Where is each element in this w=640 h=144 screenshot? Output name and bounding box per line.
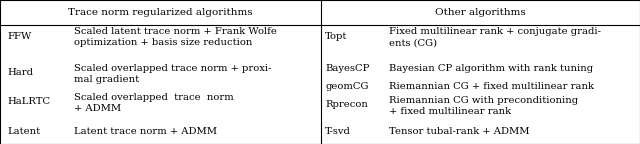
Text: Trace norm regularized algorithms: Trace norm regularized algorithms <box>68 8 253 17</box>
Text: Bayesian CP algorithm with rank tuning: Bayesian CP algorithm with rank tuning <box>389 64 593 73</box>
Text: FFW: FFW <box>8 32 32 41</box>
Text: Scaled overlapped  trace  norm
+ ADMM: Scaled overlapped trace norm + ADMM <box>74 93 234 113</box>
Text: Latent trace norm + ADMM: Latent trace norm + ADMM <box>74 127 216 136</box>
Text: Riemannian CG + fixed multilinear rank: Riemannian CG + fixed multilinear rank <box>389 82 594 91</box>
Text: Topt: Topt <box>325 32 348 41</box>
Text: geomCG: geomCG <box>325 82 369 91</box>
Text: Other algorithms: Other algorithms <box>435 8 526 17</box>
Text: Fixed multilinear rank + conjugate gradi-
ents (CG): Fixed multilinear rank + conjugate gradi… <box>389 27 601 47</box>
Text: Tensor tubal-rank + ADMM: Tensor tubal-rank + ADMM <box>389 127 530 136</box>
Text: Latent: Latent <box>8 127 41 136</box>
Text: T-svd: T-svd <box>325 127 351 136</box>
Text: HaLRTC: HaLRTC <box>8 97 51 106</box>
Text: Scaled overlapped trace norm + proxi-
mal gradient: Scaled overlapped trace norm + proxi- ma… <box>74 64 271 84</box>
Text: Hard: Hard <box>8 68 34 77</box>
Text: Rprecon: Rprecon <box>325 100 368 109</box>
Text: Riemannian CG with preconditioning
+ fixed multilinear rank: Riemannian CG with preconditioning + fix… <box>389 96 579 115</box>
Text: BayesCP: BayesCP <box>325 64 369 73</box>
Text: Scaled latent trace norm + Frank Wolfe
optimization + basis size reduction: Scaled latent trace norm + Frank Wolfe o… <box>74 27 276 47</box>
